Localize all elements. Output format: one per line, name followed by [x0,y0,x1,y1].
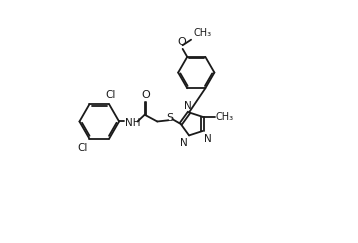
Text: Cl: Cl [77,143,88,154]
Text: NH: NH [125,118,140,128]
Text: O: O [141,90,150,100]
Text: CH₃: CH₃ [193,28,211,38]
Text: S: S [166,113,173,123]
Text: N: N [184,101,192,111]
Text: N: N [204,134,212,144]
Text: O: O [178,37,187,47]
Text: CH₃: CH₃ [216,112,234,122]
Text: N: N [180,138,188,148]
Text: Cl: Cl [105,90,116,100]
